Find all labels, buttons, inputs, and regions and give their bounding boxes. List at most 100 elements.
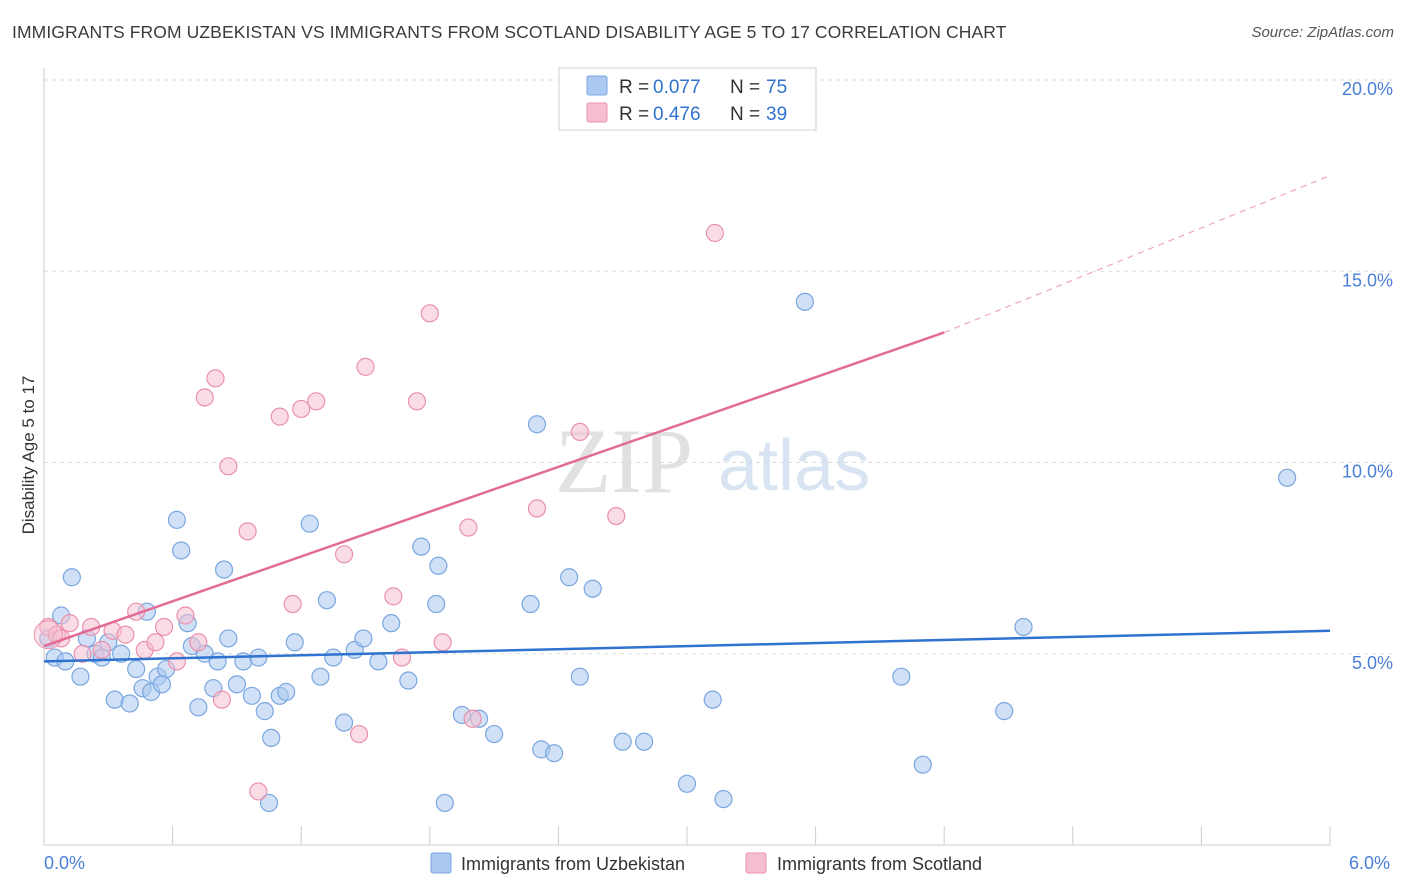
y-tick-label-3: 20.0% <box>1342 79 1393 99</box>
uzbekistan-point <box>795 292 814 311</box>
bottom-legend-label-scotland: Immigrants from Scotland <box>777 854 982 874</box>
scotland-point <box>349 724 369 744</box>
uzbekistan-point <box>324 648 343 667</box>
scotland-point <box>356 357 375 376</box>
scotland-point <box>92 640 111 660</box>
bottom-legend-label-uzbekistan: Immigrants from Uzbekistan <box>461 854 685 874</box>
scotland-point <box>292 399 311 419</box>
uzbekistan-point <box>570 667 589 686</box>
uzbekistan-point <box>167 510 186 529</box>
scotland-point <box>212 690 231 709</box>
uzbekistan-point <box>112 644 131 663</box>
uzbekistan-point <box>583 579 602 598</box>
uzbekistan-point <box>71 667 90 686</box>
scotland-point <box>283 594 302 614</box>
scotland-trend-line <box>43 331 945 648</box>
scotland-point <box>307 392 326 411</box>
uzbekistan-point <box>521 594 540 614</box>
scotland-point <box>167 652 186 671</box>
y-tick-label-2: 15.0% <box>1342 270 1393 290</box>
chart-title: IMMIGRANTS FROM UZBEKISTAN VS IMMIGRANTS… <box>12 22 1007 42</box>
uzbekistan-point <box>635 732 654 751</box>
uzbekistan-point <box>300 514 319 533</box>
uzbekistan-point <box>485 724 504 744</box>
uzbekistan-point <box>105 690 124 709</box>
uzbekistan-point <box>214 560 234 579</box>
uzbekistan-point <box>172 541 191 560</box>
legend-swatch-scotland <box>586 102 608 123</box>
uzbekistan-point <box>714 789 733 809</box>
series-uzbekistan-points <box>39 292 1297 813</box>
uzbekistan-point <box>259 793 279 813</box>
uzbekistan-point <box>613 732 632 751</box>
scotland-point <box>607 506 626 526</box>
x-tick-label-min: 0.0% <box>44 853 85 873</box>
uzbekistan-point <box>527 415 547 434</box>
scotland-point <box>195 388 214 407</box>
uzbekistan-point <box>995 702 1014 721</box>
scotland-point <box>73 644 92 663</box>
uzbekistan-point <box>382 614 401 633</box>
uzbekistan-point <box>219 629 238 648</box>
scotland-point <box>270 407 289 426</box>
uzbekistan-point <box>285 633 304 652</box>
legend-r-value-uzbekistan: 0.077 <box>653 77 701 98</box>
scotland-point <box>154 617 174 637</box>
uzbekistan-point <box>545 744 564 763</box>
uzbekistan-point <box>435 793 454 813</box>
scotland-point <box>116 625 135 644</box>
uzbekistan-point <box>120 694 139 713</box>
scotland-point <box>206 369 225 388</box>
legend-n-label-uzbekistan: N = <box>730 77 760 98</box>
uzbekistan-point <box>892 667 911 686</box>
y-tick-label-0: 5.0% <box>1352 653 1393 673</box>
legend-swatch-uzbekistan <box>586 75 608 96</box>
scotland-point <box>570 422 589 441</box>
uzbekistan-point <box>227 675 246 694</box>
trend-lines <box>43 175 1331 663</box>
stats-legend: R = 0.077 N = 75 R = 0.476 N = 39 <box>558 67 817 131</box>
scotland-point <box>219 457 238 476</box>
uzbekistan-point <box>317 591 337 610</box>
grid-lines <box>44 79 1394 655</box>
legend-r-label-scotland: R = <box>619 104 649 125</box>
uzbekistan-point <box>311 667 330 686</box>
uzbekistan-point <box>208 652 227 671</box>
scotland-point <box>176 606 195 625</box>
uzbekistan-point <box>427 594 446 614</box>
y-tick-label-1: 10.0% <box>1342 462 1393 482</box>
scotland-point <box>334 545 354 564</box>
series-scotland-points <box>33 223 724 801</box>
uzbekistan-trend-line <box>43 629 1331 663</box>
uzbekistan-point <box>913 755 932 774</box>
scotland-point <box>459 518 478 537</box>
y-axis-title: Disability Age 5 to 17 <box>19 376 38 535</box>
scotland-point <box>146 633 165 652</box>
uzbekistan-point <box>127 659 146 679</box>
legend-r-label-uzbekistan: R = <box>619 77 649 98</box>
uzbekistan-point <box>255 702 274 721</box>
uzbekistan-point <box>189 698 208 717</box>
bottom-legend-swatch-uzbekistan <box>430 852 452 874</box>
uzbekistan-point <box>703 690 722 709</box>
uzbekistan-point <box>242 686 262 705</box>
scotland-point <box>463 709 482 728</box>
uzbekistan-point <box>1278 468 1297 487</box>
scotland-point <box>238 522 257 541</box>
scotland-point <box>433 633 452 652</box>
uzbekistan-point <box>354 629 373 648</box>
uzbekistan-point <box>152 675 171 694</box>
y-tick-labels: 5.0% 10.0% 15.0% 20.0% <box>1342 79 1393 673</box>
bottom-legend-swatch-scotland <box>745 852 767 874</box>
scotland-trend-extension <box>943 175 1331 334</box>
uzbekistan-point <box>334 713 354 732</box>
scotland-point <box>407 392 427 411</box>
scotland-point <box>249 782 268 801</box>
legend-r-value-scotland: 0.476 <box>653 104 701 125</box>
axes <box>43 68 1331 846</box>
scotland-point <box>384 587 403 606</box>
legend-n-label-scotland: N = <box>730 104 760 125</box>
x-tick-label-max: 6.0% <box>1349 853 1390 873</box>
scotland-point <box>420 304 439 323</box>
uzbekistan-point <box>1014 617 1033 637</box>
